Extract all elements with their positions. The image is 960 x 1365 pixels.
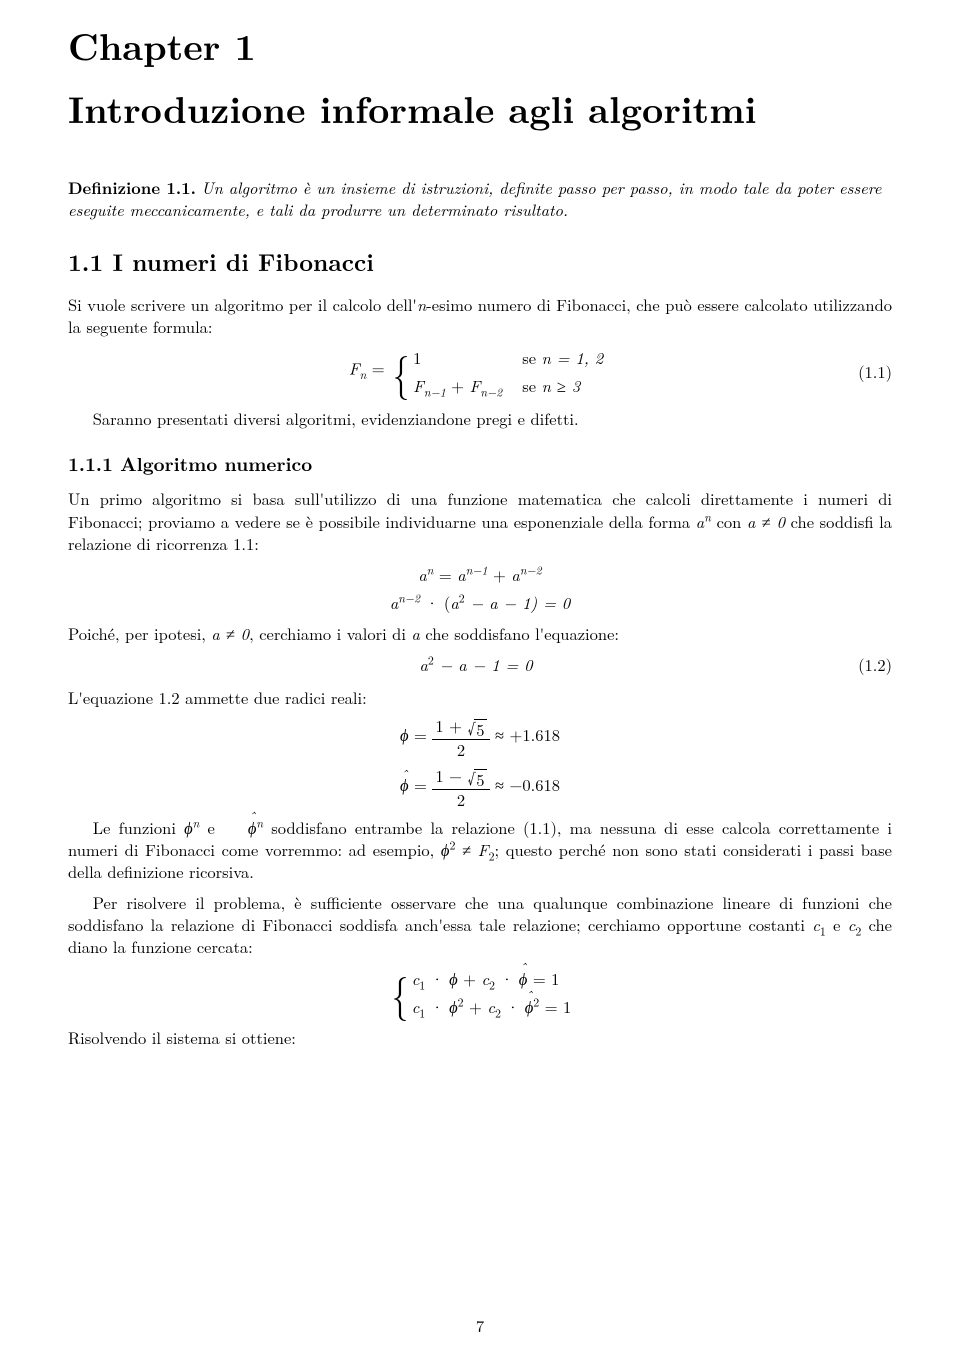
eq11-case2-right: se n ≥ 3: [522, 373, 603, 397]
subsection-1-1-1-p1: Un primo algoritmo si basa sull'utilizzo…: [68, 487, 892, 554]
paragraph-per-risolvere: Per risolvere il problema, è sufficiente…: [68, 891, 892, 958]
section-1-1-heading: 1.1 I numeri di Fibonacci: [68, 245, 892, 279]
subsection-1-1-1-heading: 1.1.1 Algoritmo numerico: [68, 449, 892, 477]
eq11-case2-left: Fn−1 + Fn−2: [413, 373, 502, 397]
paragraph-radici: L'equazione 1.2 ammette due radici reali…: [68, 686, 892, 708]
display-math-1: an = an−1 + an−2 an−2 · (a2 − a − 1) = 0: [68, 562, 892, 614]
section-1-1-intro: Si vuole scrivere un algoritmo per il ca…: [68, 293, 892, 338]
eq11-case1-right: se n = 1, 2: [522, 345, 603, 369]
equation-1-1: Fn = { 1 se n = 1, 2 Fn−1 + Fn−2 se n ≥ …: [68, 345, 892, 397]
section-1-1-after-eq: Saranno presentati diversi algoritmi, ev…: [68, 407, 892, 429]
roots-display: ϕ = 1 + √5 2 ≈ +1.618 ϕ = 1 − √5 2 ≈ −0.…: [68, 717, 892, 808]
page-number: 7: [0, 1313, 960, 1337]
definition-1-1: Definizione 1.1. Un algoritmo è un insie…: [68, 176, 892, 221]
constants-system: { c1 · ϕ + c2 · ϕ = 1 c1 · ϕ2 + c2 · ϕ2 …: [68, 966, 892, 1018]
equation-1-2: a2 − a − 1 = 0 (1.2): [68, 652, 892, 676]
paragraph-le-funzioni: Le funzioni ϕn e ϕn soddisfano entrambe …: [68, 816, 892, 883]
eq11-case1-left: 1: [413, 345, 502, 369]
paragraph-risolvendo: Risolvendo il sistema si ottiene:: [68, 1026, 892, 1048]
equation-1-2-number: (1.2): [840, 652, 892, 676]
equation-1-1-number: (1.1): [840, 359, 892, 383]
chapter-title: Introduzione informale agli algoritmi: [68, 89, 892, 126]
chapter-label: Chapter 1: [68, 26, 892, 63]
definition-label: Definizione 1.1.: [68, 175, 196, 199]
paragraph-poiche: Poiché, per ipotesi, a ≠ 0, cerchiamo i …: [68, 622, 892, 644]
